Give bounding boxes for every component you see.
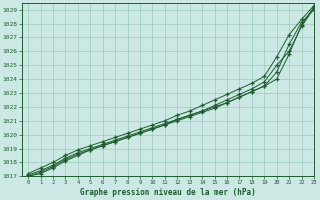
X-axis label: Graphe pression niveau de la mer (hPa): Graphe pression niveau de la mer (hPa) (80, 188, 256, 197)
